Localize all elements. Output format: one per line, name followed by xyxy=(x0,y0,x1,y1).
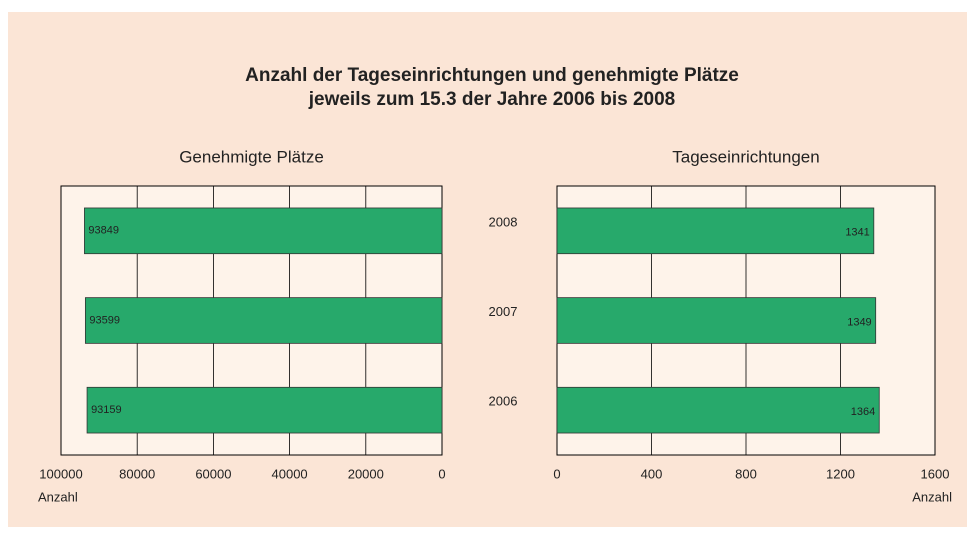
x-tick-label: 1200 xyxy=(826,466,855,481)
x-axis-label: Anzahl xyxy=(38,489,78,504)
x-tick-label: 1600 xyxy=(921,466,950,481)
data-label: 1349 xyxy=(847,316,871,328)
bar xyxy=(556,386,880,434)
x-tick-label: 800 xyxy=(735,466,757,481)
x-tick-label: 40000 xyxy=(272,466,308,481)
y-tick-label: 2006 xyxy=(489,394,518,409)
x-tick-label: 400 xyxy=(641,466,663,481)
x-tick-label: 80000 xyxy=(119,466,155,481)
data-label: 1364 xyxy=(851,406,875,418)
chart-subtitle: Genehmigte Plätze xyxy=(179,147,324,166)
x-tick-label: 60000 xyxy=(195,466,231,481)
chart-title: jeweils zum 15.3 der Jahre 2006 bis 2008 xyxy=(308,89,676,110)
x-tick-label: 0 xyxy=(553,466,560,481)
chart-title: Anzahl der Tageseinrichtungen und genehm… xyxy=(245,65,739,86)
chart-subtitle: Tageseinrichtungen xyxy=(672,147,819,166)
data-label: 93599 xyxy=(89,314,120,326)
x-tick-label: 100000 xyxy=(39,466,82,481)
x-tick-label: 20000 xyxy=(348,466,384,481)
bar xyxy=(84,207,443,255)
bar xyxy=(84,297,443,344)
y-tick-label: 2008 xyxy=(489,214,518,229)
data-label: 93849 xyxy=(88,225,119,237)
x-axis-label: Anzahl xyxy=(912,489,952,504)
y-tick-label: 2007 xyxy=(489,304,518,319)
bar xyxy=(556,297,877,344)
x-tick-label: 0 xyxy=(438,466,445,481)
data-label: 93159 xyxy=(91,404,122,416)
bar xyxy=(556,207,875,255)
data-label: 1341 xyxy=(845,227,869,239)
bar xyxy=(86,386,443,434)
